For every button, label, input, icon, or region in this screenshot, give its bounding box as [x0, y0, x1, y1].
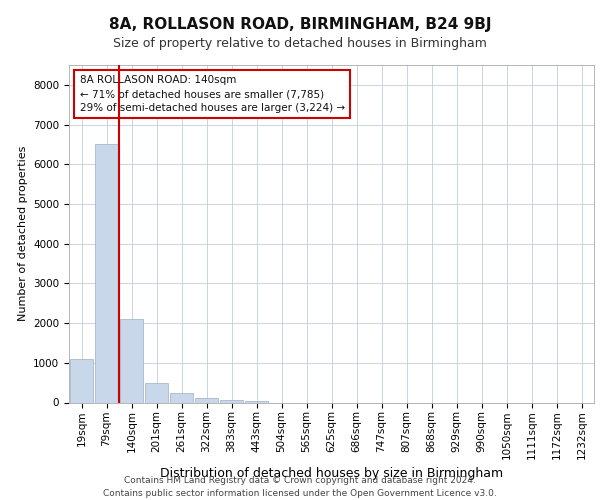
Bar — [95, 144, 118, 402]
Text: Contains HM Land Registry data © Crown copyright and database right 2024.
Contai: Contains HM Land Registry data © Crown c… — [103, 476, 497, 498]
Bar — [70, 359, 94, 403]
Text: Size of property relative to detached houses in Birmingham: Size of property relative to detached ho… — [113, 38, 487, 51]
X-axis label: Distribution of detached houses by size in Birmingham: Distribution of detached houses by size … — [160, 467, 503, 480]
Bar — [119, 319, 143, 402]
Y-axis label: Number of detached properties: Number of detached properties — [17, 146, 28, 322]
Text: 8A ROLLASON ROAD: 140sqm
← 71% of detached houses are smaller (7,785)
29% of sem: 8A ROLLASON ROAD: 140sqm ← 71% of detach… — [79, 75, 344, 113]
Bar — [170, 392, 193, 402]
Bar — [220, 400, 244, 402]
Text: 8A, ROLLASON ROAD, BIRMINGHAM, B24 9BJ: 8A, ROLLASON ROAD, BIRMINGHAM, B24 9BJ — [109, 18, 491, 32]
Bar — [194, 398, 218, 402]
Bar — [245, 401, 268, 402]
Bar — [145, 382, 169, 402]
